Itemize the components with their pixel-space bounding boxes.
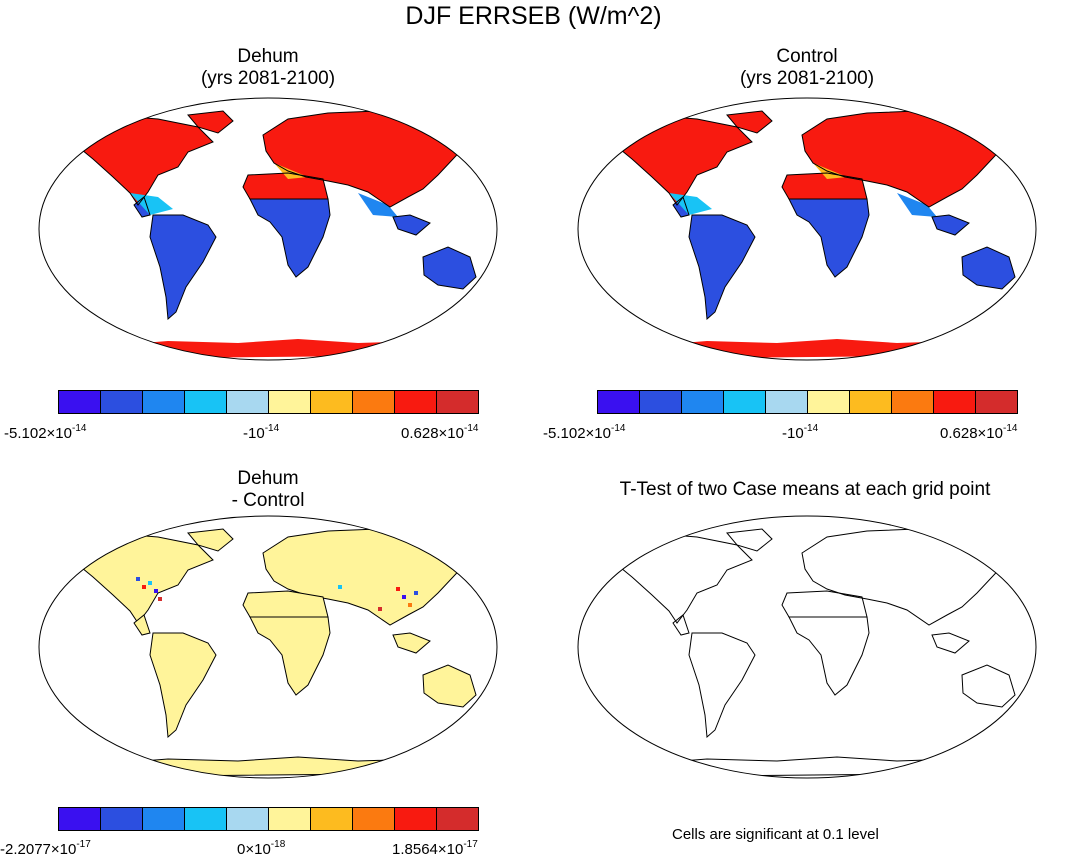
control-colorbar [597, 390, 1018, 414]
colorbar-box-7 [311, 808, 353, 830]
dehum-cbar-mid: -10-14 [243, 423, 280, 442]
diff-anomaly-cells [136, 577, 418, 611]
colorbar-box-10 [976, 391, 1017, 413]
colorbar-box-2 [101, 391, 143, 413]
dehum-cbar-min: -5.102×10-14 [4, 423, 87, 442]
diff-antarctica [67, 756, 479, 778]
diff-map [38, 515, 498, 785]
control-antarctica [607, 339, 1017, 359]
control-north-land [585, 111, 1025, 207]
control-panel-title: Control (yrs 2081-2100) [577, 46, 1037, 90]
colorbar-box-6 [269, 808, 311, 830]
colorbar-box-6 [808, 391, 850, 413]
colorbar-box-1 [59, 391, 101, 413]
control-south-land [673, 197, 1015, 319]
colorbar-box-9 [934, 391, 976, 413]
diff-title-line1: Dehum [237, 468, 299, 489]
dehum-cbar-max: 0.628×10-14 [401, 423, 479, 442]
colorbar-box-8 [892, 391, 934, 413]
colorbar-box-2 [101, 808, 143, 830]
colorbar-box-9 [395, 391, 437, 413]
ttest-panel-title: T-Test of two Case means at each grid po… [619, 479, 991, 500]
colorbar-box-5 [766, 391, 808, 413]
colorbar-box-7 [311, 391, 353, 413]
colorbar-box-3 [143, 808, 185, 830]
control-cbar-min: -5.102×10-14 [543, 423, 626, 442]
colorbar-box-4 [724, 391, 766, 413]
dehum-panel-title: Dehum (yrs 2081-2100) [38, 46, 498, 90]
colorbar-box-7 [850, 391, 892, 413]
colorbar-box-9 [395, 808, 437, 830]
control-title-line1: Control [776, 46, 838, 67]
ttest-south-outline [672, 614, 1016, 738]
colorbar-box-4 [185, 391, 227, 413]
colorbar-box-3 [143, 391, 185, 413]
dehum-south-land [134, 197, 476, 319]
diff-colorbar [58, 807, 479, 831]
control-title-line2: (yrs 2081-2100) [739, 68, 875, 89]
control-cbar-mid: -10-14 [782, 423, 819, 442]
ttest-north-outline [584, 528, 1026, 626]
diff-cbar-min: -2.2077×10-17 [0, 839, 91, 858]
colorbar-box-10 [437, 808, 478, 830]
colorbar-box-8 [353, 808, 395, 830]
colorbar-box-1 [598, 391, 640, 413]
diff-cbar-max: 1.8564×10-17 [392, 839, 478, 858]
colorbar-box-1 [59, 808, 101, 830]
dehum-colorbar [58, 390, 479, 414]
control-cbar-max: 0.628×10-14 [940, 423, 1018, 442]
colorbar-box-4 [185, 808, 227, 830]
figure-title: DJF ERRSEB (W/m^2) [405, 2, 662, 30]
colorbar-box-2 [640, 391, 682, 413]
dehum-north-land [46, 111, 486, 207]
diff-cbar-mid: 0×10-18 [237, 839, 286, 858]
diff-south-land [133, 614, 477, 738]
colorbar-box-8 [353, 391, 395, 413]
dehum-map [38, 97, 498, 367]
ttest-note: Cells are significant at 0.1 level [672, 826, 879, 843]
colorbar-box-10 [437, 391, 478, 413]
ttest-antarctica-outline [606, 756, 1018, 778]
colorbar-box-6 [269, 391, 311, 413]
colorbar-box-3 [682, 391, 724, 413]
dehum-title-line2: (yrs 2081-2100) [200, 68, 336, 89]
control-map [577, 97, 1037, 367]
colorbar-box-5 [227, 391, 269, 413]
diff-panel-title: Dehum - Control [38, 468, 498, 512]
colorbar-box-5 [227, 808, 269, 830]
dehum-antarctica [68, 339, 478, 359]
diff-title-line2: - Control [231, 490, 305, 511]
dehum-title-line1: Dehum [237, 46, 299, 67]
ttest-map [577, 515, 1037, 785]
diff-north-land [45, 528, 487, 626]
